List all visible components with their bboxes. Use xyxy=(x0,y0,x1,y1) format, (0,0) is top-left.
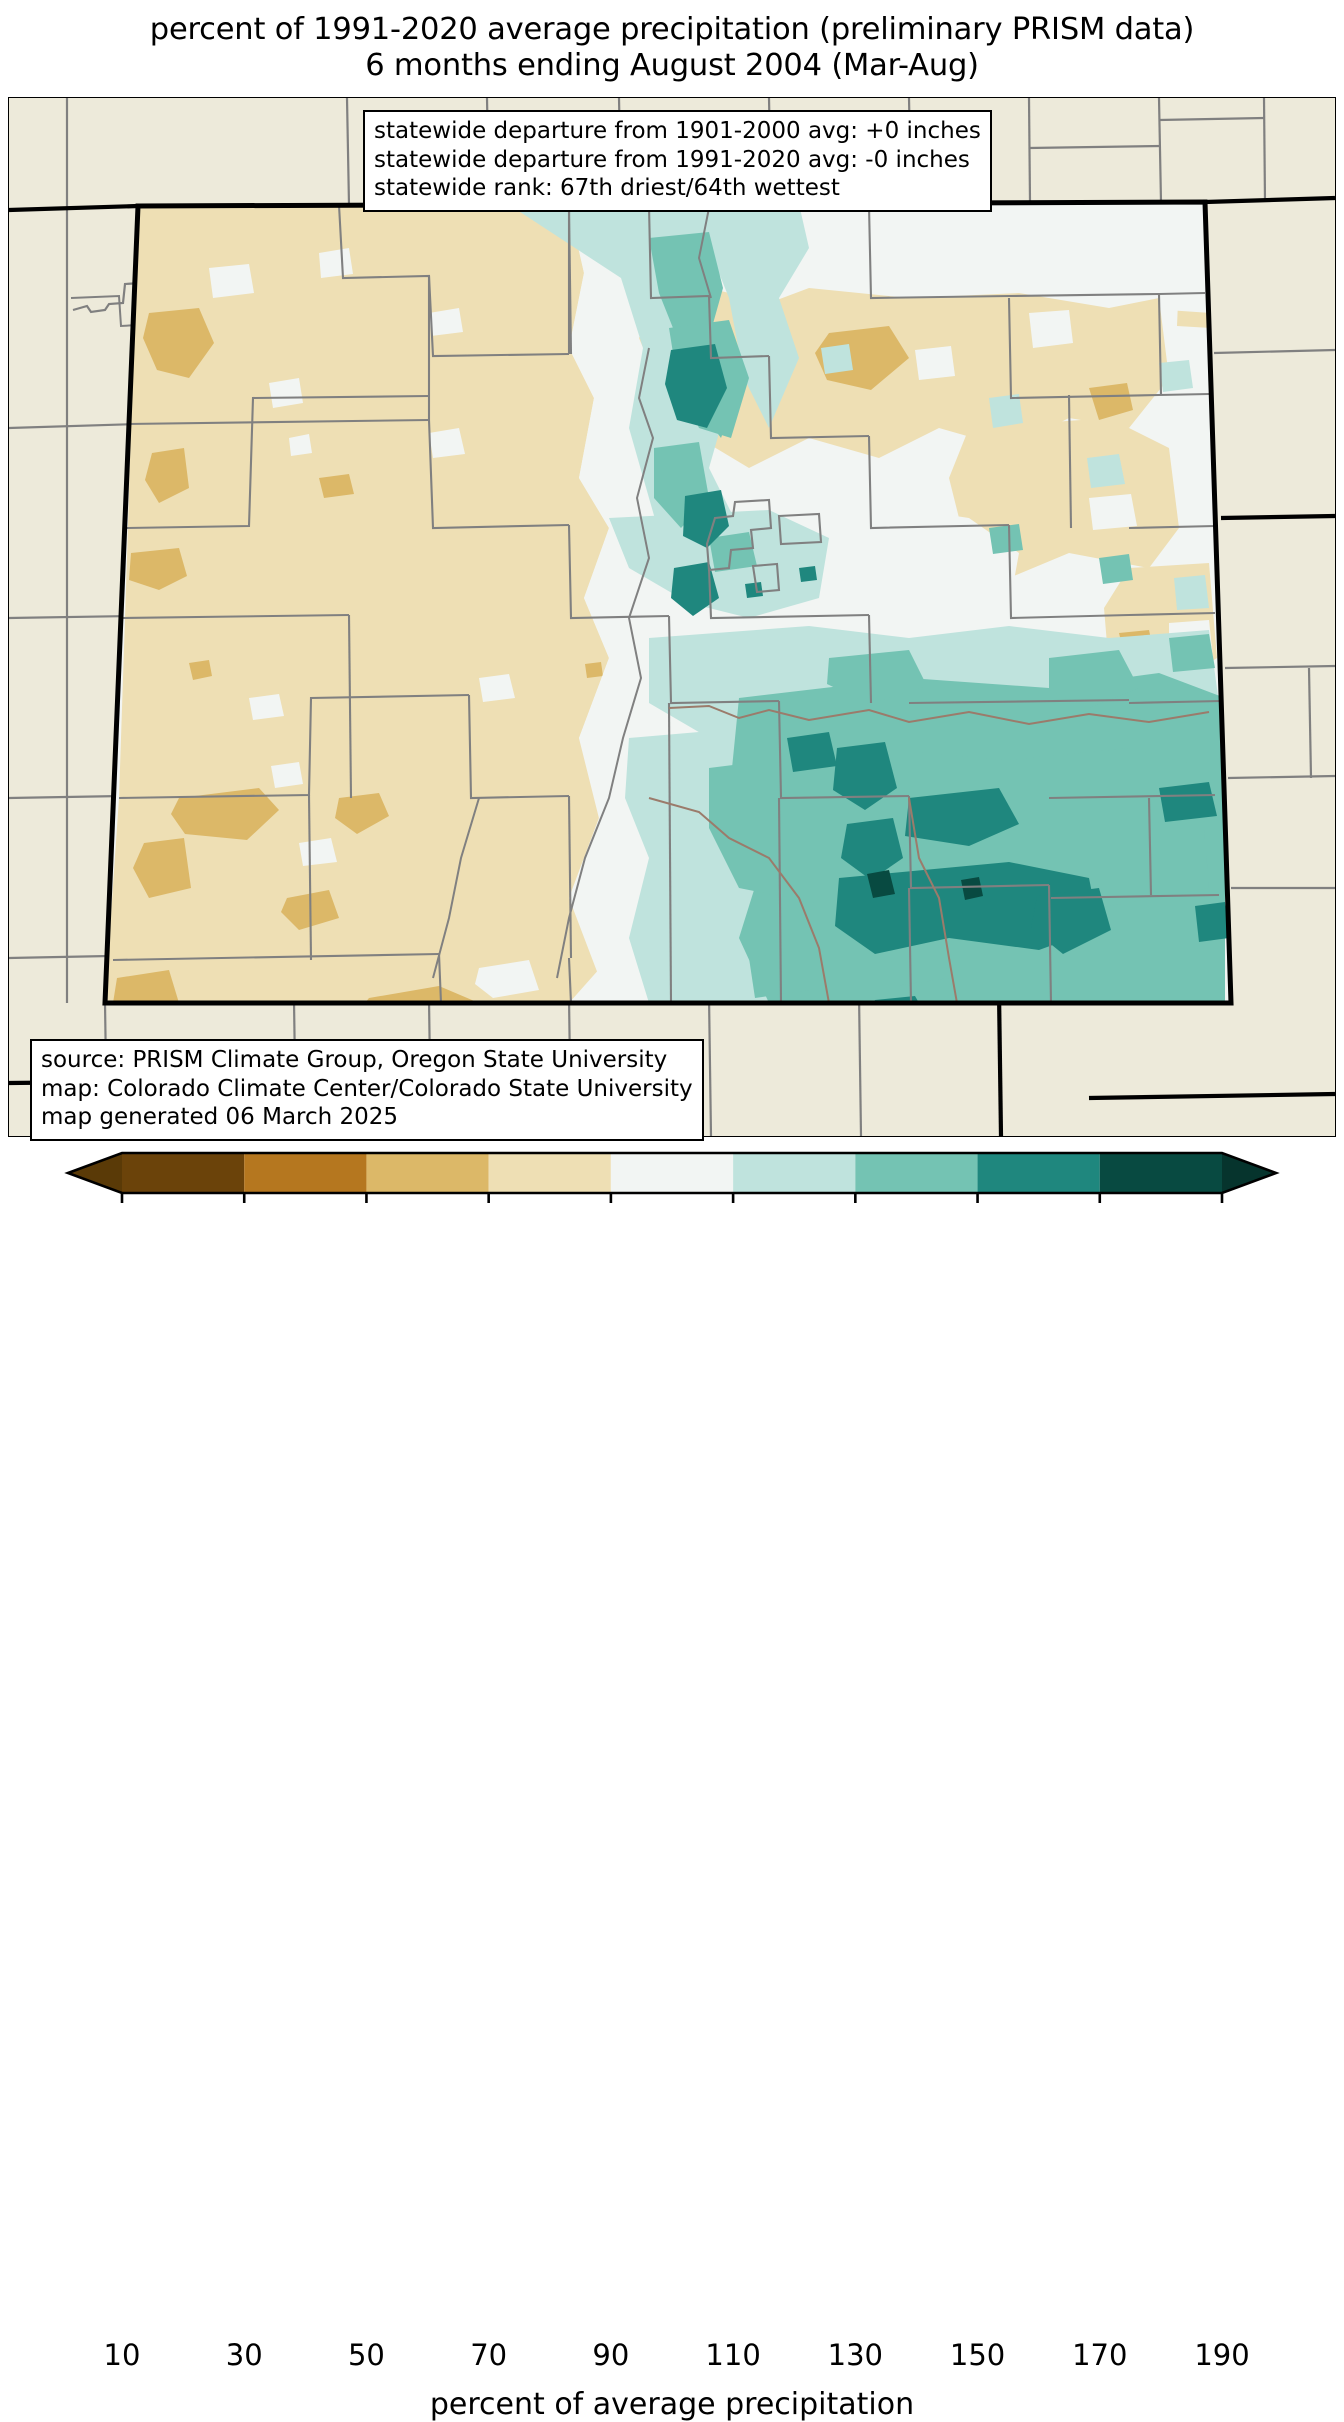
colorbar-band-170-190 xyxy=(1099,1153,1222,1193)
colorbar-tick-label-110: 110 xyxy=(705,2338,761,2372)
source-line-3: map generated 06 March 2025 xyxy=(41,1104,399,1131)
stream-lines xyxy=(432,207,712,979)
colorbar-tick-label-150: 150 xyxy=(949,2338,1006,2372)
colorbar-axis-label: percent of average precipitation xyxy=(429,2387,915,2422)
precipitation-contours xyxy=(105,202,1231,1003)
colorbar-tick-label-70: 70 xyxy=(470,2338,508,2372)
river-lines xyxy=(648,704,1210,1003)
colorbar-tick-label-90: 90 xyxy=(592,2338,630,2372)
map-frame xyxy=(8,97,1336,1137)
colorbar-band->190 xyxy=(1222,1153,1276,1193)
colorbar-tick-label-10: 10 xyxy=(103,2338,141,2372)
precipitation-map-page: percent of 1991-2020 average precipitati… xyxy=(0,12,1344,2422)
county-boundaries xyxy=(112,203,1222,1003)
band-170-190 xyxy=(867,870,983,900)
title-line-1: percent of 1991-2020 average precipitati… xyxy=(149,12,1195,47)
colorbar-tick-labels: 10 30 50 70 90 110 130 150 170 190 xyxy=(0,2338,1344,2378)
colorbar-band-110-130 xyxy=(733,1153,856,1193)
stats-line-1: statewide departure from 1901-2000 avg: … xyxy=(374,118,981,144)
stats-line-3: statewide rank: 67th driest/64th wettest xyxy=(374,175,840,202)
colorado-precipitation-map xyxy=(9,98,1335,1136)
colorbar-band-70-90 xyxy=(488,1153,611,1193)
title-line-2: 6 months ending August 2004 (Mar-Aug) xyxy=(365,47,979,83)
colorbar-band-150-170 xyxy=(977,1153,1100,1193)
page-title: percent of 1991-2020 average precipitati… xyxy=(0,12,1344,84)
statewide-stats-box: statewide departure from 1901-2000 avg: … xyxy=(363,110,992,212)
colorbar-band-50-70 xyxy=(366,1153,489,1193)
stats-line-2: statewide departure from 1991-2020 avg: … xyxy=(374,146,970,173)
colorbar-band-30-50 xyxy=(244,1153,367,1193)
colorbar-band-130-150 xyxy=(855,1153,978,1193)
colorbar-tick-label-30: 30 xyxy=(225,2338,263,2372)
source-attribution-box: source: PRISM Climate Group, Oregon Stat… xyxy=(30,1039,704,1141)
colorbar: 10 30 50 70 90 110 130 150 170 190 percent of ave… xyxy=(0,1145,1344,2422)
colorbar-swatches xyxy=(64,1151,1280,1203)
source-line-2: map: Colorado Climate Center/Colorado St… xyxy=(41,1075,693,1102)
colorbar-band-<10 xyxy=(68,1153,122,1193)
source-line-1: source: PRISM Climate Group, Oregon Stat… xyxy=(41,1047,668,1073)
colorbar-tick-label-130: 130 xyxy=(827,2338,884,2372)
colorbar-tick-label-190: 190 xyxy=(1194,2338,1250,2372)
colorbar-tick-label-170: 170 xyxy=(1072,2338,1128,2372)
colorbar-band-90-110 xyxy=(610,1153,734,1193)
colorbar-band-10-30 xyxy=(122,1153,245,1193)
colorbar-tick-label-50: 50 xyxy=(347,2338,385,2372)
